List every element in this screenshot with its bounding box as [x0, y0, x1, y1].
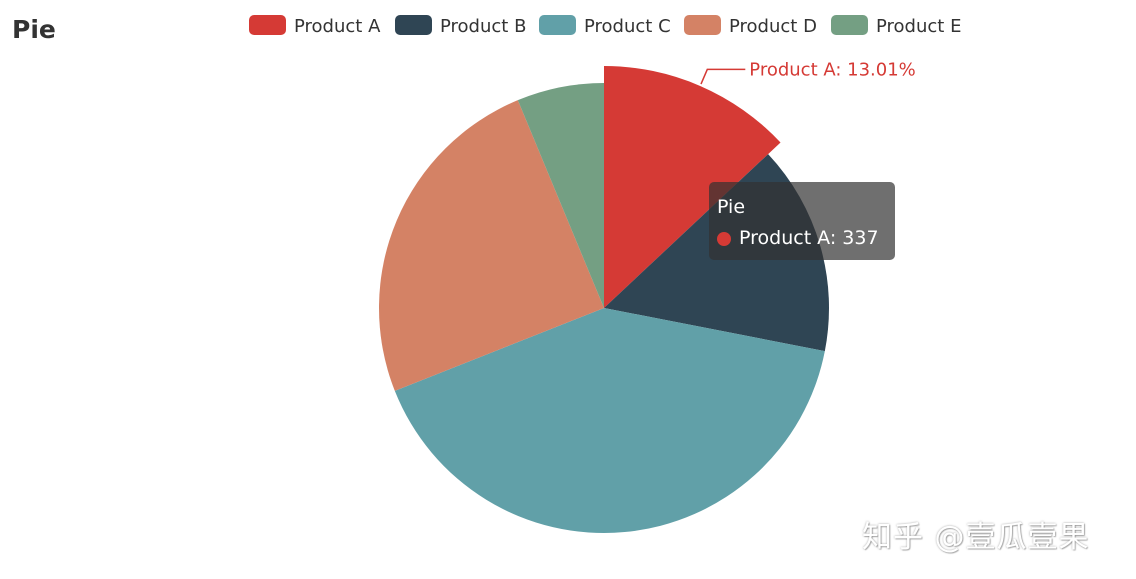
legend: Product A Product B Product C Product D Prod… [249, 15, 961, 37]
tooltip-marker-icon [717, 231, 731, 246]
pie-slice-product-d[interactable] [378, 100, 604, 391]
pie-slice-product-a[interactable] [604, 66, 781, 308]
legend-label: Product C [584, 16, 671, 37]
legend-label: Product B [440, 16, 526, 37]
slice-label-product-a: Product A: 13.01% [749, 59, 915, 80]
tooltip: Pie Product A: 337 [709, 182, 895, 260]
legend-label: Product A [294, 16, 381, 37]
legend-item-product-d[interactable]: Product D [684, 15, 817, 37]
tooltip-title: Pie [717, 196, 746, 218]
pie-slice-product-e[interactable] [517, 83, 604, 308]
watermark: 知乎 @壹瓜壹果 [862, 520, 1090, 555]
slice-label-leader-line [700, 68, 746, 85]
legend-swatch-icon [249, 15, 286, 35]
tooltip-item: Product A: 337 [717, 223, 887, 254]
legend-item-product-c[interactable]: Product C [539, 15, 671, 37]
slice-labels: Product A: 13.01% [700, 59, 916, 85]
legend-label: Product D [729, 16, 817, 37]
legend-item-product-a[interactable]: Product A [249, 15, 381, 37]
chart-title: Pie [12, 15, 56, 44]
legend-item-product-e[interactable]: Product E [831, 15, 961, 37]
legend-label: Product E [876, 16, 961, 37]
legend-swatch-icon [831, 15, 868, 35]
pie-slice-product-c[interactable] [394, 308, 825, 534]
legend-item-product-b[interactable]: Product B [395, 15, 526, 37]
legend-swatch-icon [395, 15, 432, 35]
legend-swatch-icon [539, 15, 576, 35]
legend-swatch-icon [684, 15, 721, 35]
tooltip-item-text: Product A: 337 [739, 227, 879, 249]
pie-slices [378, 66, 830, 534]
